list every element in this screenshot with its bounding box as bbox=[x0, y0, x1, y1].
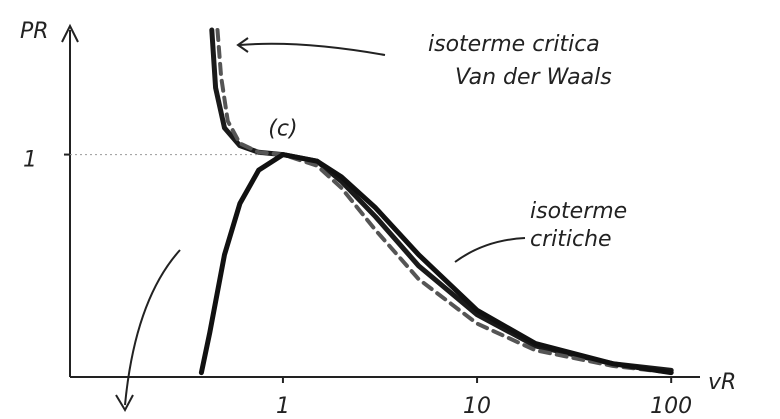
x-axis-label: vR bbox=[708, 370, 736, 395]
curve bbox=[215, 28, 674, 375]
y-tick-label: 1 bbox=[23, 148, 37, 173]
annotation-arrow bbox=[124, 249, 181, 406]
y-axis-label: PR bbox=[20, 19, 49, 44]
annotation-arrowhead bbox=[115, 394, 134, 413]
annotation: isoterme bbox=[530, 199, 627, 224]
annotation-arrow bbox=[239, 42, 386, 56]
annotation-arrow bbox=[454, 237, 526, 263]
x-tick-label: 10 bbox=[463, 394, 491, 419]
annotation: Van der Waals bbox=[455, 65, 612, 90]
annotation: isoterme critica bbox=[428, 32, 600, 57]
x-tick-label: 1 bbox=[276, 394, 290, 419]
annotation: critiche bbox=[530, 227, 612, 252]
curve bbox=[198, 152, 674, 376]
y-axis-arrow bbox=[61, 23, 79, 43]
x-tick-label: 100 bbox=[650, 394, 692, 419]
annotation: (c) bbox=[268, 117, 297, 142]
annotation-arrowhead bbox=[236, 37, 249, 53]
